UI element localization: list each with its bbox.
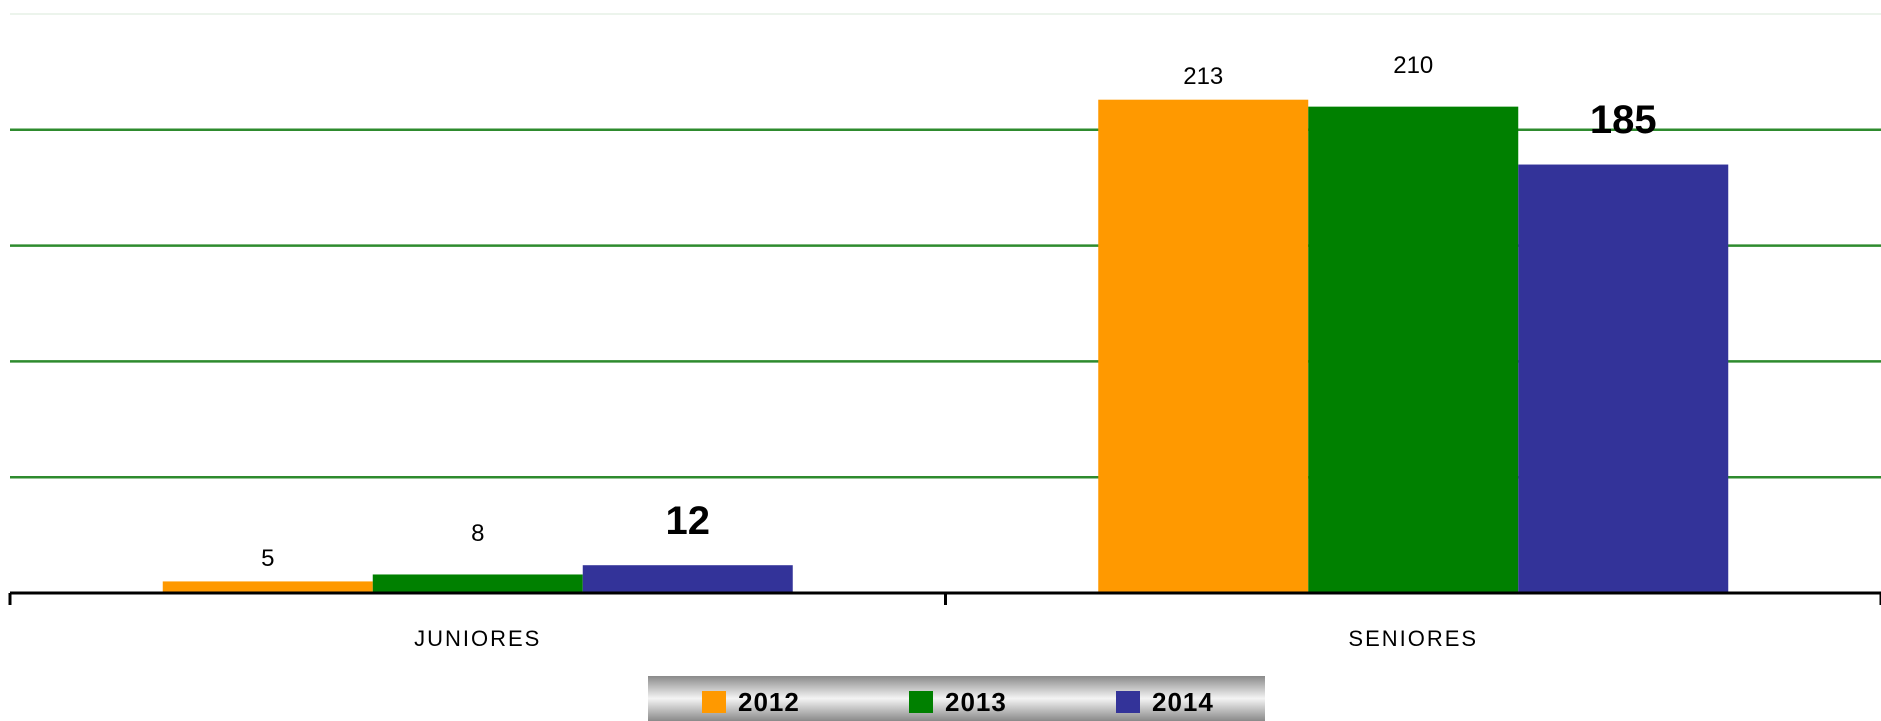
legend-box [648, 676, 1265, 721]
data-label: 213 [1183, 63, 1223, 90]
data-label: 8 [471, 520, 484, 547]
x-tick-label: JUNIORES [414, 626, 541, 651]
legend-swatch [1116, 691, 1140, 713]
data-label: 12 [666, 499, 711, 543]
legend-swatch [702, 691, 726, 713]
bar [162, 581, 373, 593]
x-tick-label: SENIORES [1348, 626, 1478, 651]
legend-label: 2013 [945, 687, 1007, 717]
bar [372, 574, 583, 593]
data-label: 185 [1590, 98, 1657, 142]
legend-label: 2012 [738, 687, 800, 717]
legend-label: 2014 [1152, 687, 1214, 717]
data-label: 210 [1393, 52, 1433, 79]
bar [1518, 164, 1729, 594]
data-label: 5 [261, 545, 274, 572]
bar [1308, 106, 1519, 593]
bar [1098, 99, 1309, 593]
bar [582, 565, 793, 593]
legend-swatch [909, 691, 933, 713]
